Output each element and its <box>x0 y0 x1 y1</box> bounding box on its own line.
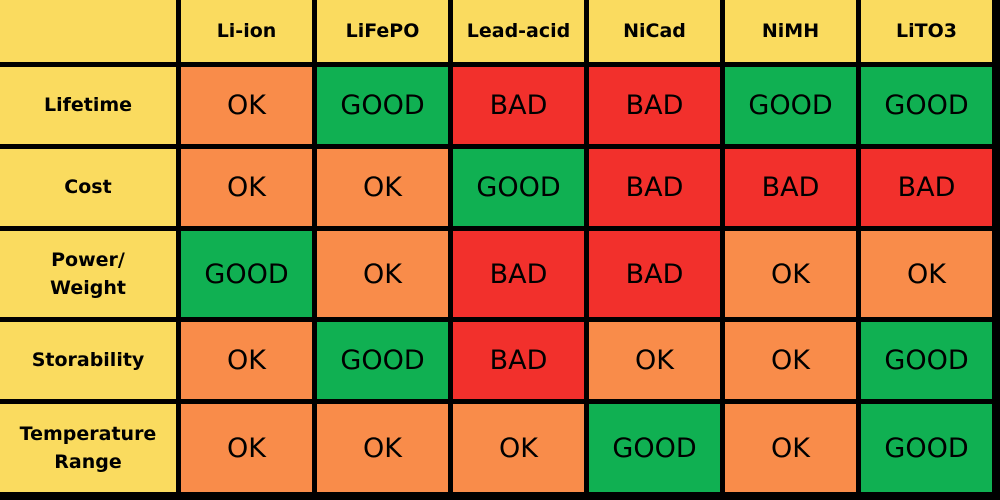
rating-cell: OK <box>589 322 720 399</box>
rating-cell: BAD <box>589 149 720 226</box>
rating-cell: GOOD <box>861 404 992 492</box>
rating-cell: OK <box>181 404 312 492</box>
rating-cell: OK <box>181 149 312 226</box>
rating-cell: OK <box>725 231 856 317</box>
row-label: Cost <box>0 149 176 226</box>
rating-cell: OK <box>725 322 856 399</box>
row-label: Temperature Range <box>0 404 176 492</box>
column-header: LiTO3 <box>861 0 992 62</box>
rating-cell: BAD <box>725 149 856 226</box>
rating-cell: BAD <box>453 67 584 144</box>
rating-cell: OK <box>861 231 992 317</box>
rating-cell: BAD <box>453 322 584 399</box>
row-label: Storability <box>0 322 176 399</box>
rating-cell: BAD <box>453 231 584 317</box>
rating-cell: OK <box>453 404 584 492</box>
row-label: Lifetime <box>0 67 176 144</box>
rating-cell: GOOD <box>725 67 856 144</box>
column-header: NiCad <box>589 0 720 62</box>
rating-cell: GOOD <box>861 67 992 144</box>
rating-cell: BAD <box>589 67 720 144</box>
rating-cell: OK <box>317 404 448 492</box>
column-header: Li-ion <box>181 0 312 62</box>
corner-cell <box>0 0 176 62</box>
rating-cell: OK <box>181 67 312 144</box>
rating-cell: OK <box>725 404 856 492</box>
rating-cell: GOOD <box>453 149 584 226</box>
rating-cell: BAD <box>589 231 720 317</box>
rating-cell: OK <box>317 149 448 226</box>
rating-cell: BAD <box>861 149 992 226</box>
column-header: NiMH <box>725 0 856 62</box>
rating-cell: GOOD <box>861 322 992 399</box>
column-header: LiFePO <box>317 0 448 62</box>
rating-cell: OK <box>317 231 448 317</box>
rating-cell: GOOD <box>317 67 448 144</box>
rating-cell: OK <box>181 322 312 399</box>
rating-cell: GOOD <box>317 322 448 399</box>
rating-cell: GOOD <box>589 404 720 492</box>
rating-cell: GOOD <box>181 231 312 317</box>
column-header: Lead-acid <box>453 0 584 62</box>
row-label: Power/ Weight <box>0 231 176 317</box>
